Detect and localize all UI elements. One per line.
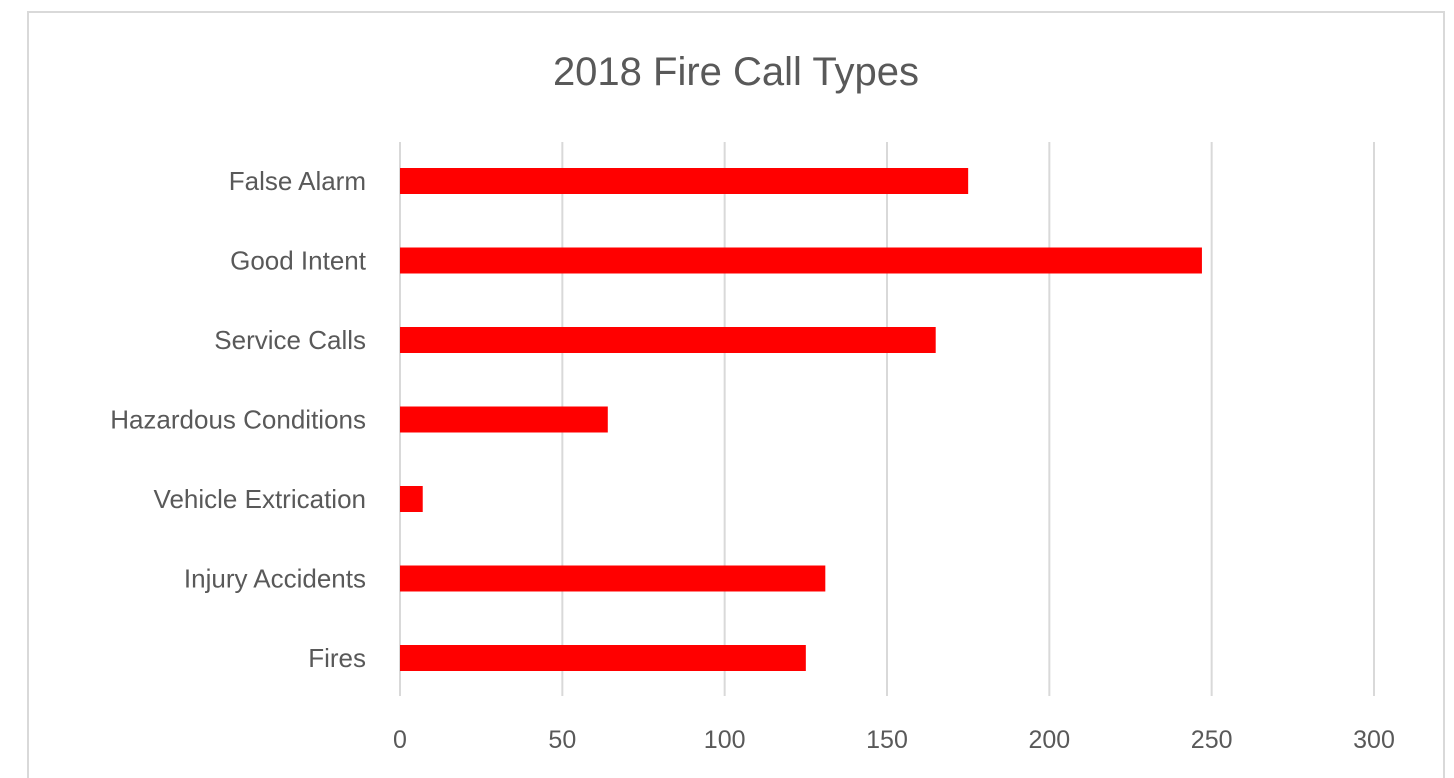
category-label: Vehicle Extrication (154, 484, 366, 514)
x-tick-label: 150 (866, 726, 908, 754)
bar-injury-accidents (400, 565, 826, 592)
category-labels: False Alarm Good Intent Service Calls Hazar… (110, 166, 367, 673)
category-label: Good Intent (230, 246, 367, 276)
bar-hazardous-conditions (400, 406, 608, 433)
x-tick-label: 50 (548, 726, 576, 754)
category-label: Fires (308, 643, 366, 673)
x-tick-labels: 0 50 100 150 200 250 300 (393, 726, 1395, 754)
x-tick-label: 300 (1353, 726, 1395, 754)
bar-false-alarm (400, 168, 969, 194)
x-tick-label: 0 (393, 726, 407, 754)
x-tick-label: 100 (704, 726, 746, 754)
bar-good-intent (400, 247, 1202, 274)
category-label: Hazardous Conditions (110, 405, 366, 435)
chart-title: 2018 Fire Call Types (553, 50, 919, 94)
category-label: Injury Accidents (184, 564, 366, 594)
x-tick-label: 250 (1191, 726, 1233, 754)
category-label: Service Calls (214, 325, 366, 355)
bars (400, 168, 1202, 671)
bar-fires (400, 645, 806, 671)
bar-vehicle-extrication (400, 486, 423, 512)
x-tick-label: 200 (1028, 726, 1070, 754)
category-label: False Alarm (229, 166, 366, 196)
bar-service-calls (400, 327, 936, 353)
